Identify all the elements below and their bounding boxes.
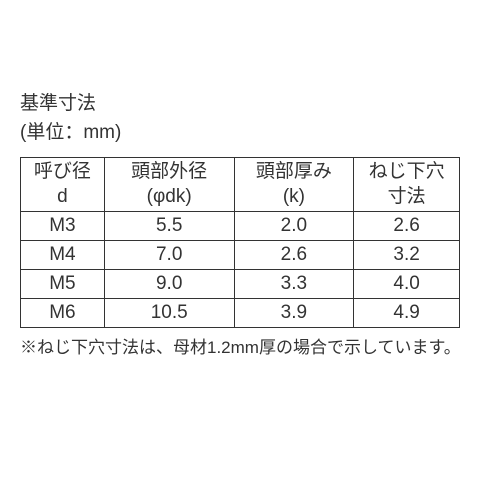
col-header-line2: 寸法 xyxy=(360,185,453,210)
cell-hole: 4.9 xyxy=(354,299,460,328)
dimension-header: 基準寸法 (単位：mm) xyxy=(20,90,480,147)
title-text: 基準寸法 xyxy=(20,90,480,119)
table-row: M3 5.5 2.0 2.6 xyxy=(21,212,460,241)
col-header-diameter: 呼び径 d xyxy=(21,158,105,212)
col-header-line1: ねじ下穴 xyxy=(360,160,453,185)
cell-k: 3.3 xyxy=(234,270,354,299)
cell-d: M6 xyxy=(21,299,105,328)
col-header-pilot-hole: ねじ下穴 寸法 xyxy=(354,158,460,212)
col-header-line1: 頭部厚み xyxy=(241,160,348,185)
cell-dk: 5.5 xyxy=(104,212,234,241)
table-row: M5 9.0 3.3 4.0 xyxy=(21,270,460,299)
cell-hole: 2.6 xyxy=(354,212,460,241)
col-header-line2: (φdk) xyxy=(111,185,228,210)
cell-dk: 9.0 xyxy=(104,270,234,299)
cell-dk: 7.0 xyxy=(104,241,234,270)
table-header-row: 呼び径 d 頭部外径 (φdk) 頭部厚み (k) ねじ下穴 寸法 xyxy=(21,158,460,212)
col-header-line2: d xyxy=(27,185,98,210)
col-header-line1: 呼び径 xyxy=(27,160,98,185)
cell-dk: 10.5 xyxy=(104,299,234,328)
cell-d: M5 xyxy=(21,270,105,299)
footnote-text: ※ねじ下穴寸法は、母材1.2mm厚の場合で示しています。 xyxy=(20,336,480,360)
cell-d: M4 xyxy=(21,241,105,270)
col-header-line1: 頭部外径 xyxy=(111,160,228,185)
col-header-line2: (k) xyxy=(241,185,348,210)
col-header-head-thickness: 頭部厚み (k) xyxy=(234,158,354,212)
cell-hole: 4.0 xyxy=(354,270,460,299)
table-row: M4 7.0 2.6 3.2 xyxy=(21,241,460,270)
dimension-table: 呼び径 d 頭部外径 (φdk) 頭部厚み (k) ねじ下穴 寸法 M3 5.5… xyxy=(20,157,460,328)
col-header-head-od: 頭部外径 (φdk) xyxy=(104,158,234,212)
table-row: M6 10.5 3.9 4.9 xyxy=(21,299,460,328)
cell-d: M3 xyxy=(21,212,105,241)
cell-k: 2.0 xyxy=(234,212,354,241)
cell-hole: 3.2 xyxy=(354,241,460,270)
cell-k: 2.6 xyxy=(234,241,354,270)
unit-text: (単位：mm) xyxy=(20,119,480,148)
cell-k: 3.9 xyxy=(234,299,354,328)
